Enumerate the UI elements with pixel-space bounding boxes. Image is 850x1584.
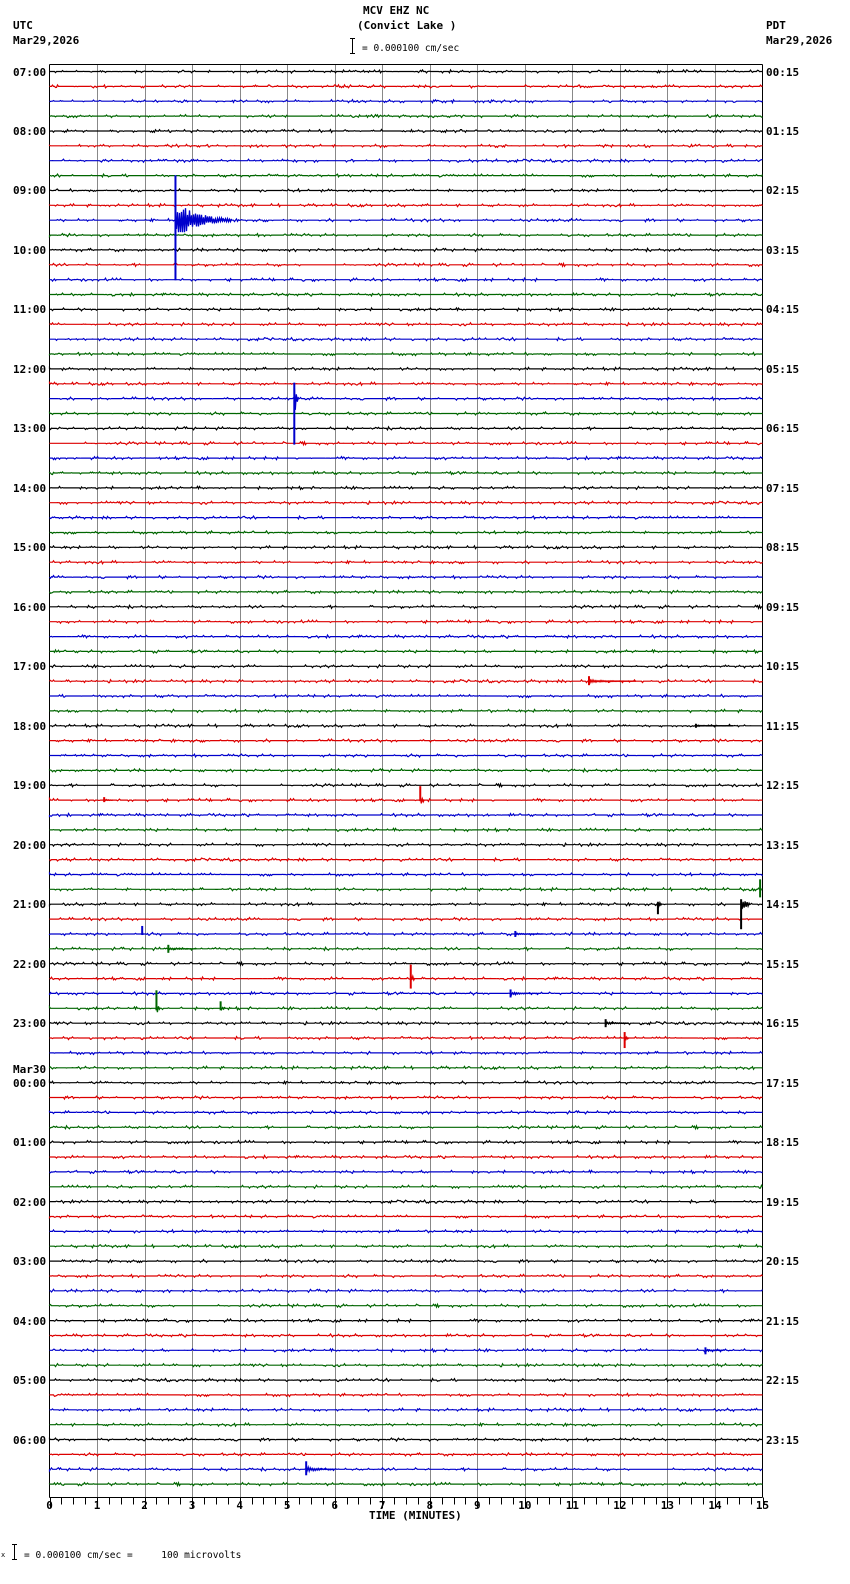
pdt-hour-label: 04:15	[766, 303, 800, 317]
x-tick-label: 4	[236, 1499, 243, 1512]
pdt-hour-label: 11:15	[766, 719, 800, 733]
footer-scale-note: = 0.000100 cm/sec = 100 microvolts	[24, 1550, 242, 1561]
pdt-hour-label: 05:15	[766, 362, 800, 376]
pdt-hour-label: 07:15	[766, 481, 800, 495]
pdt-hour-label: 21:15	[766, 1314, 800, 1328]
right-timezone: PDT	[766, 19, 786, 32]
scale-label: = 0.000100 cm/sec	[362, 43, 460, 54]
footer-prefix: x	[1, 1551, 6, 1559]
x-axis-title: TIME (MINUTES)	[369, 1509, 462, 1522]
utc-hour-label: 11:00	[13, 303, 47, 317]
pdt-hour-label: 20:15	[766, 1255, 800, 1269]
utc-hour-label: 20:00	[13, 838, 47, 852]
x-tick-label: 3	[189, 1499, 196, 1512]
pdt-hour-label: 14:15	[766, 898, 800, 912]
x-tick-label: 11	[566, 1499, 580, 1512]
utc-hour-label: 14:00	[13, 481, 47, 495]
utc-hour-label: 07:00	[13, 65, 47, 79]
x-tick-label: 12	[613, 1499, 626, 1512]
x-tick-label: 6	[331, 1499, 338, 1512]
pdt-hour-label: 15:15	[766, 957, 800, 971]
station-location: (Convict Lake )	[357, 19, 457, 32]
x-tick-label: 2	[141, 1499, 148, 1512]
utc-hour-label: 15:00	[13, 541, 47, 555]
pdt-hour-label: 01:15	[766, 124, 800, 138]
utc-hour-label: 22:00	[13, 957, 47, 971]
station-title: MCV EHZ NC	[363, 4, 430, 17]
utc-hour-label: 04:00	[13, 1314, 47, 1328]
pdt-hour-label: 16:15	[766, 1017, 800, 1031]
pdt-hour-label: 18:15	[766, 1136, 800, 1150]
utc-hour-label: 13:00	[13, 422, 47, 436]
utc-hour-label: 23:00	[13, 1017, 47, 1031]
utc-hour-label: 16:00	[13, 600, 47, 614]
scale-bar-icon	[350, 38, 355, 54]
utc-hour-label: 06:00	[13, 1433, 47, 1447]
footer-scale-bar-icon	[12, 1544, 17, 1560]
utc-hour-label: 02:00	[13, 1195, 47, 1209]
x-tick-label: 13	[661, 1499, 674, 1512]
x-tick-label: 1	[94, 1499, 101, 1512]
pdt-hour-label: 02:15	[766, 184, 800, 198]
pdt-hour-label: 03:15	[766, 243, 800, 257]
utc-hour-label: 18:00	[13, 719, 47, 733]
pdt-hour-label: 13:15	[766, 838, 800, 852]
x-tick-label: 8	[426, 1499, 433, 1512]
utc-hour-label: 03:00	[13, 1255, 47, 1269]
utc-hour-label: 05:00	[13, 1374, 47, 1388]
utc-hour-label: 10:00	[13, 243, 47, 257]
pdt-hour-label: 10:15	[766, 660, 800, 674]
pdt-hour-label: 00:15	[766, 65, 800, 79]
pdt-hour-label: 08:15	[766, 541, 800, 555]
pdt-hour-label: 23:15	[766, 1433, 800, 1447]
pdt-hour-label: 17:15	[766, 1076, 800, 1090]
x-tick-label: 14	[708, 1499, 722, 1512]
utc-hour-label: 09:00	[13, 184, 47, 198]
x-tick-label: 0	[46, 1499, 53, 1512]
utc-hour-label: 00:00	[13, 1076, 47, 1090]
pdt-hour-label: 22:15	[766, 1374, 800, 1388]
utc-hour-label: 01:00	[13, 1136, 47, 1150]
x-tick-label: 7	[379, 1499, 386, 1512]
x-tick-label: 10	[518, 1499, 531, 1512]
right-date: Mar29,2026	[766, 34, 833, 47]
utc-hour-label: 12:00	[13, 362, 47, 376]
utc-hour-label: 08:00	[13, 124, 47, 138]
x-tick-label: 9	[474, 1499, 481, 1512]
pdt-hour-label: 19:15	[766, 1195, 800, 1209]
utc-hour-label: 19:00	[13, 779, 47, 793]
x-tick-label: 5	[284, 1499, 291, 1512]
x-tick-label: 15	[756, 1499, 769, 1512]
left-date: Mar29,2026	[13, 34, 80, 47]
pdt-hour-label: 06:15	[766, 422, 800, 436]
left-timezone: UTC	[13, 19, 33, 32]
utc-hour-label: 21:00	[13, 898, 47, 912]
pdt-hour-label: 12:15	[766, 779, 800, 793]
utc-hour-label: 17:00	[13, 660, 47, 674]
date-change-label: Mar30	[13, 1062, 47, 1076]
pdt-hour-label: 09:15	[766, 600, 800, 614]
